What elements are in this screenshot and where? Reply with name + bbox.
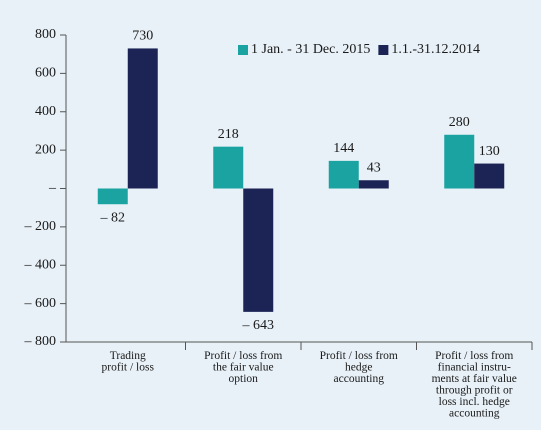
x-tick-label-line: profit / loss [102, 361, 155, 373]
x-tick-label: Profit / loss from the fair value option [204, 350, 282, 385]
x-tick-label-line: Profit / loss from [435, 350, 513, 362]
y-tick-label: – 400 [24, 257, 57, 272]
value-label: 130 [479, 144, 500, 159]
value-label: 144 [333, 141, 354, 156]
x-tick-label-line: accounting [334, 373, 385, 385]
y-tick-label: 200 [35, 142, 56, 157]
x-tick-label-line: Profit / loss from [204, 350, 282, 362]
value-label: 218 [218, 127, 239, 142]
legend-label: 1 Jan. - 31 Dec. 2015 [251, 42, 370, 57]
legend-swatch [378, 45, 389, 55]
x-tick-label-line: hedge [345, 361, 372, 373]
bar [444, 134, 475, 189]
bar [213, 146, 244, 189]
x-tick-label-line: through profit or [436, 384, 513, 396]
y-tick-label: 600 [35, 66, 56, 81]
x-tick-label-line: accounting [449, 407, 500, 419]
x-tick-label-line: ments at fair value [432, 373, 517, 385]
bar [97, 188, 128, 205]
x-tick-label: Trading profit / loss [102, 350, 155, 374]
x-tick-label: Profit / loss from financial instru-ments… [432, 350, 517, 420]
value-label: – 82 [100, 210, 126, 225]
x-tick-label-line: financial instru- [438, 361, 511, 373]
bar [243, 188, 274, 312]
value-label: 730 [132, 29, 153, 44]
y-tick-label: – [48, 181, 57, 196]
value-label: 280 [449, 115, 470, 130]
x-tick-label-line: Trading [110, 350, 146, 362]
y-tick-label: – 800 [24, 334, 57, 349]
legend-label: 1.1.-31.12.2014 [391, 42, 480, 57]
y-tick-label: 800 [35, 27, 56, 42]
x-tick-label: Profit / loss from hedge accounting [320, 350, 398, 385]
x-tick-label-line: option [229, 373, 259, 385]
y-tick-label: 400 [35, 104, 56, 119]
y-tick-label: – 600 [24, 296, 57, 311]
y-tick-label: – 200 [24, 219, 57, 234]
x-tick-label-line: the fair value [213, 361, 274, 373]
bar [358, 180, 389, 189]
bar [328, 160, 359, 189]
value-label: – 643 [242, 318, 275, 333]
x-tick-label-line: Profit / loss from [320, 350, 398, 362]
x-tick-label-line: loss incl. hedge [439, 396, 510, 408]
value-label: 43 [367, 160, 381, 175]
legend-swatch [238, 45, 248, 55]
bar [127, 48, 158, 189]
bar [474, 163, 505, 189]
